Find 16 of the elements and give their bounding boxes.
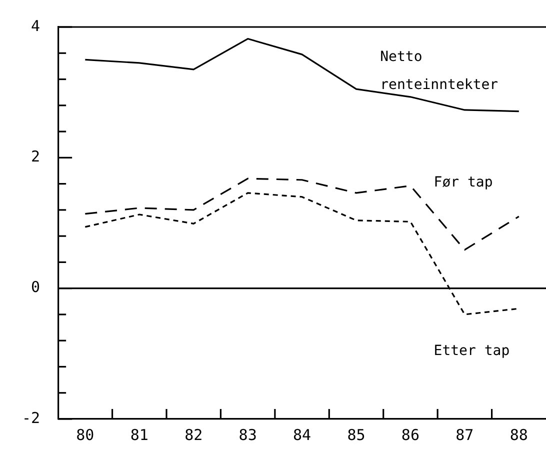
- y-tick-label: 2: [31, 148, 40, 166]
- x-tick-label: 80: [76, 426, 94, 444]
- x-tick-label: 81: [130, 426, 148, 444]
- y-tick-label: -2: [22, 408, 40, 427]
- series-label: Før tap: [434, 174, 493, 191]
- y-tick-label: 4: [31, 16, 40, 35]
- x-tick-label: 82: [184, 426, 203, 444]
- series-label: Netto renteinntekter: [380, 49, 498, 94]
- text: Etter tap: [434, 343, 510, 360]
- x-tick-label: 88: [510, 426, 528, 444]
- x-tick-label: 84: [293, 426, 312, 444]
- y-tick-label: 0: [31, 278, 40, 296]
- x-tick-label: 87: [456, 426, 474, 444]
- x-tick-label: 83: [238, 426, 257, 444]
- x-tick-label: 85: [347, 426, 366, 444]
- x-tick-label: 86: [401, 426, 420, 444]
